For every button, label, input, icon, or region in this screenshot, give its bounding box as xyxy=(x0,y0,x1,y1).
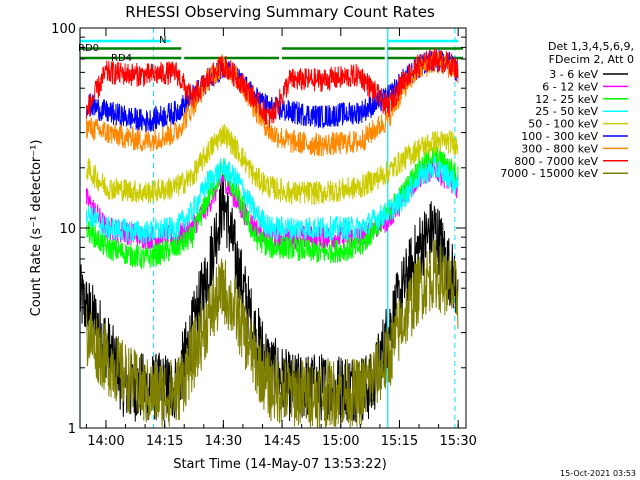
x-axis-label: Start Time (14-May-07 13:53:22) xyxy=(173,457,387,472)
rd4-label: RD4 xyxy=(111,53,132,64)
chart-title: RHESSI Observing Summary Count Rates xyxy=(125,3,435,21)
legend-entry-label: 800 - 7000 keV xyxy=(514,155,598,168)
legend-entry-label: 6 - 12 keV xyxy=(542,80,598,93)
legend-entry-label: 100 - 300 keV xyxy=(521,130,598,143)
x-tick-label: 15:30 xyxy=(439,434,476,449)
rd0-label: RD0 xyxy=(78,43,99,54)
series-line xyxy=(85,155,459,246)
night-label: N xyxy=(159,35,166,46)
legend: Det 1,3,4,5,6,9, FDecim 2, Att 0 3 - 6 k… xyxy=(500,40,634,180)
y-tick-label: 1 xyxy=(68,422,76,437)
x-tick-label: 14:00 xyxy=(87,434,124,449)
series-line xyxy=(85,239,459,428)
legend-entry-label: 25 - 50 keV xyxy=(535,105,598,118)
legend-header-line-2: FDecim 2, Att 0 xyxy=(549,53,634,66)
series-line xyxy=(85,51,459,157)
axes: 14:00 14:15 14:30 14:45 15:00 15:15 15:30 1 10 10… xyxy=(51,22,477,449)
legend-entry-label: 7000 - 15000 keV xyxy=(500,167,598,180)
legend-entry-label: 50 - 100 keV xyxy=(528,118,598,131)
series-line xyxy=(85,47,459,128)
x-tick-label: 14:45 xyxy=(263,434,300,449)
x-tick-label: 15:15 xyxy=(381,434,418,449)
timestamp: 15-Oct-2021 03:53 xyxy=(560,469,636,478)
legend-entry-label: 300 - 800 keV xyxy=(521,142,598,155)
x-tick-label: 15:00 xyxy=(322,434,359,449)
plot-area: N RD0 RD4 xyxy=(78,28,463,428)
legend-header-line-1: Det 1,3,4,5,6,9, xyxy=(548,40,634,53)
y-axis-label: Count Rate (s⁻¹ detector⁻¹) xyxy=(29,140,44,317)
legend-entry-label: 3 - 6 keV xyxy=(549,68,598,81)
y-tick-label: 10 xyxy=(59,222,76,237)
legend-entry-label: 12 - 25 keV xyxy=(535,93,598,106)
series-line xyxy=(85,124,459,206)
x-tick-label: 14:15 xyxy=(146,434,183,449)
y-tick-label: 100 xyxy=(51,22,76,37)
x-tick-label: 14:30 xyxy=(205,434,242,449)
